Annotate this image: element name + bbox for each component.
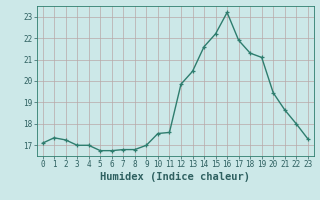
X-axis label: Humidex (Indice chaleur): Humidex (Indice chaleur) xyxy=(100,172,250,182)
